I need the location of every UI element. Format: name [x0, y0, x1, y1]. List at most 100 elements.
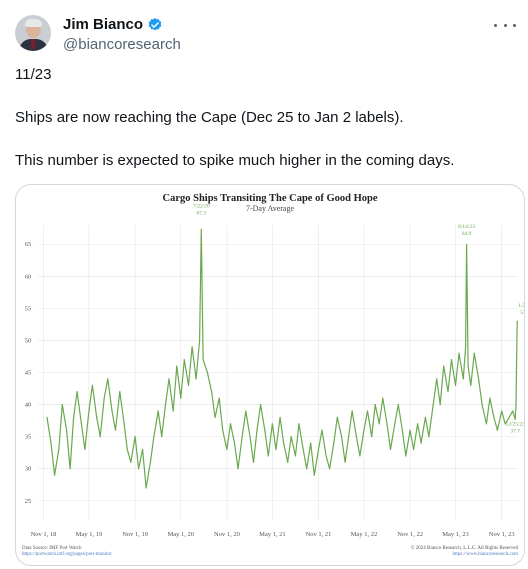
data-point [50, 442, 52, 444]
data-point [172, 410, 174, 412]
data-point [237, 468, 239, 470]
data-point [378, 423, 380, 425]
author-avatar[interactable] [15, 15, 51, 51]
x-tick-label: May 1, 19 [76, 531, 103, 538]
data-point [134, 436, 136, 438]
data-point [366, 410, 369, 412]
data-point [436, 378, 438, 380]
data-point [200, 228, 202, 231]
x-tick-label: Nov 1, 23 [489, 531, 515, 538]
x-tick-label: May 1, 20 [167, 531, 194, 538]
data-point [138, 468, 140, 470]
annotation-date: 6/14/23 [458, 224, 475, 230]
data-point [458, 352, 460, 354]
x-tick-label: May 1, 23 [442, 531, 469, 538]
data-point [183, 359, 185, 361]
data-point [206, 371, 208, 374]
data-point [271, 423, 273, 425]
more-dot [503, 23, 507, 27]
data-point [467, 365, 469, 367]
data-point [157, 410, 159, 412]
data-point [348, 436, 350, 438]
data-point [328, 468, 331, 470]
data-point [489, 397, 491, 399]
data-point [122, 416, 124, 418]
author-name-row: Jim Bianco [63, 16, 163, 33]
y-tick-label: 55 [25, 305, 32, 312]
data-point [88, 410, 90, 412]
tweet-text-line-1: 11/23 [15, 66, 52, 83]
x-tick-label: May 1, 22 [351, 531, 378, 538]
data-point [344, 461, 346, 463]
data-point [275, 448, 277, 451]
data-point [218, 397, 220, 399]
data-point [164, 403, 167, 406]
data-point [420, 442, 422, 444]
data-point [516, 352, 518, 354]
author-name[interactable]: Jim Bianco [63, 16, 144, 33]
data-point [464, 346, 467, 348]
data-point [325, 455, 327, 457]
y-tick-label: 65 [25, 241, 32, 248]
data-point [341, 436, 343, 438]
data-point [397, 403, 399, 406]
x-tick-label: Nov 1, 21 [306, 531, 332, 538]
data-point [211, 391, 213, 393]
data-point [130, 461, 132, 463]
data-point [333, 442, 335, 444]
data-point [485, 423, 487, 425]
data-point [80, 423, 83, 425]
data-point [428, 436, 430, 438]
data-point [176, 365, 178, 367]
data-point [290, 436, 292, 438]
data-point [508, 416, 510, 418]
data-point [53, 474, 56, 476]
data-point [481, 403, 483, 406]
x-tick-label: Nov 1, 18 [31, 531, 57, 538]
y-tick-label: 25 [25, 498, 32, 505]
data-point [283, 442, 285, 444]
data-point [187, 384, 190, 386]
y-tick-label: 30 [25, 466, 32, 473]
data-point [389, 448, 392, 451]
x-tick-label: Nov 1, 20 [214, 531, 240, 538]
data-point [180, 397, 182, 399]
data-point [355, 436, 358, 438]
data-point [241, 436, 243, 438]
tweet-text-line-2: Ships are now reaching the Cape (Dec 25 … [15, 109, 404, 126]
verified-badge-icon [148, 17, 162, 30]
data-point [417, 423, 419, 425]
data-point [222, 429, 224, 431]
avatar-hair [25, 19, 42, 27]
data-point [198, 339, 201, 342]
data-point [145, 487, 147, 489]
data-point [317, 448, 320, 451]
author-handle[interactable]: @biancoresearch [63, 36, 181, 53]
chart-image-card[interactable]: Cargo Ships Transiting The Cape of Good … [15, 184, 525, 566]
data-point [119, 391, 121, 393]
data-point [478, 378, 480, 380]
data-point [161, 436, 163, 438]
data-point [516, 320, 518, 322]
data-point [245, 410, 247, 412]
data-point [432, 403, 434, 406]
data-point [149, 461, 152, 463]
data-point [99, 436, 101, 438]
x-tick-label: May 1, 21 [259, 531, 286, 538]
annotation-value: 37.7 [510, 428, 520, 434]
data-point [443, 365, 445, 367]
tweet-text-line-3: This number is expected to spike much hi… [15, 152, 455, 169]
data-point [313, 474, 315, 476]
more-options-icon[interactable] [494, 18, 516, 32]
chart-copyright: © 2024 Bianco Research, L.L.C. All Right… [411, 545, 519, 551]
data-point [321, 429, 323, 431]
data-point [84, 448, 86, 451]
data-point [107, 378, 109, 380]
data-point [386, 423, 388, 425]
annotation-date: 1/2/24 [518, 303, 524, 309]
annotation-date: 12/25/23 [505, 421, 524, 427]
data-point [96, 416, 98, 418]
data-point [249, 436, 251, 438]
annotation-value: 64.9 [462, 231, 472, 237]
data-point [226, 448, 228, 451]
